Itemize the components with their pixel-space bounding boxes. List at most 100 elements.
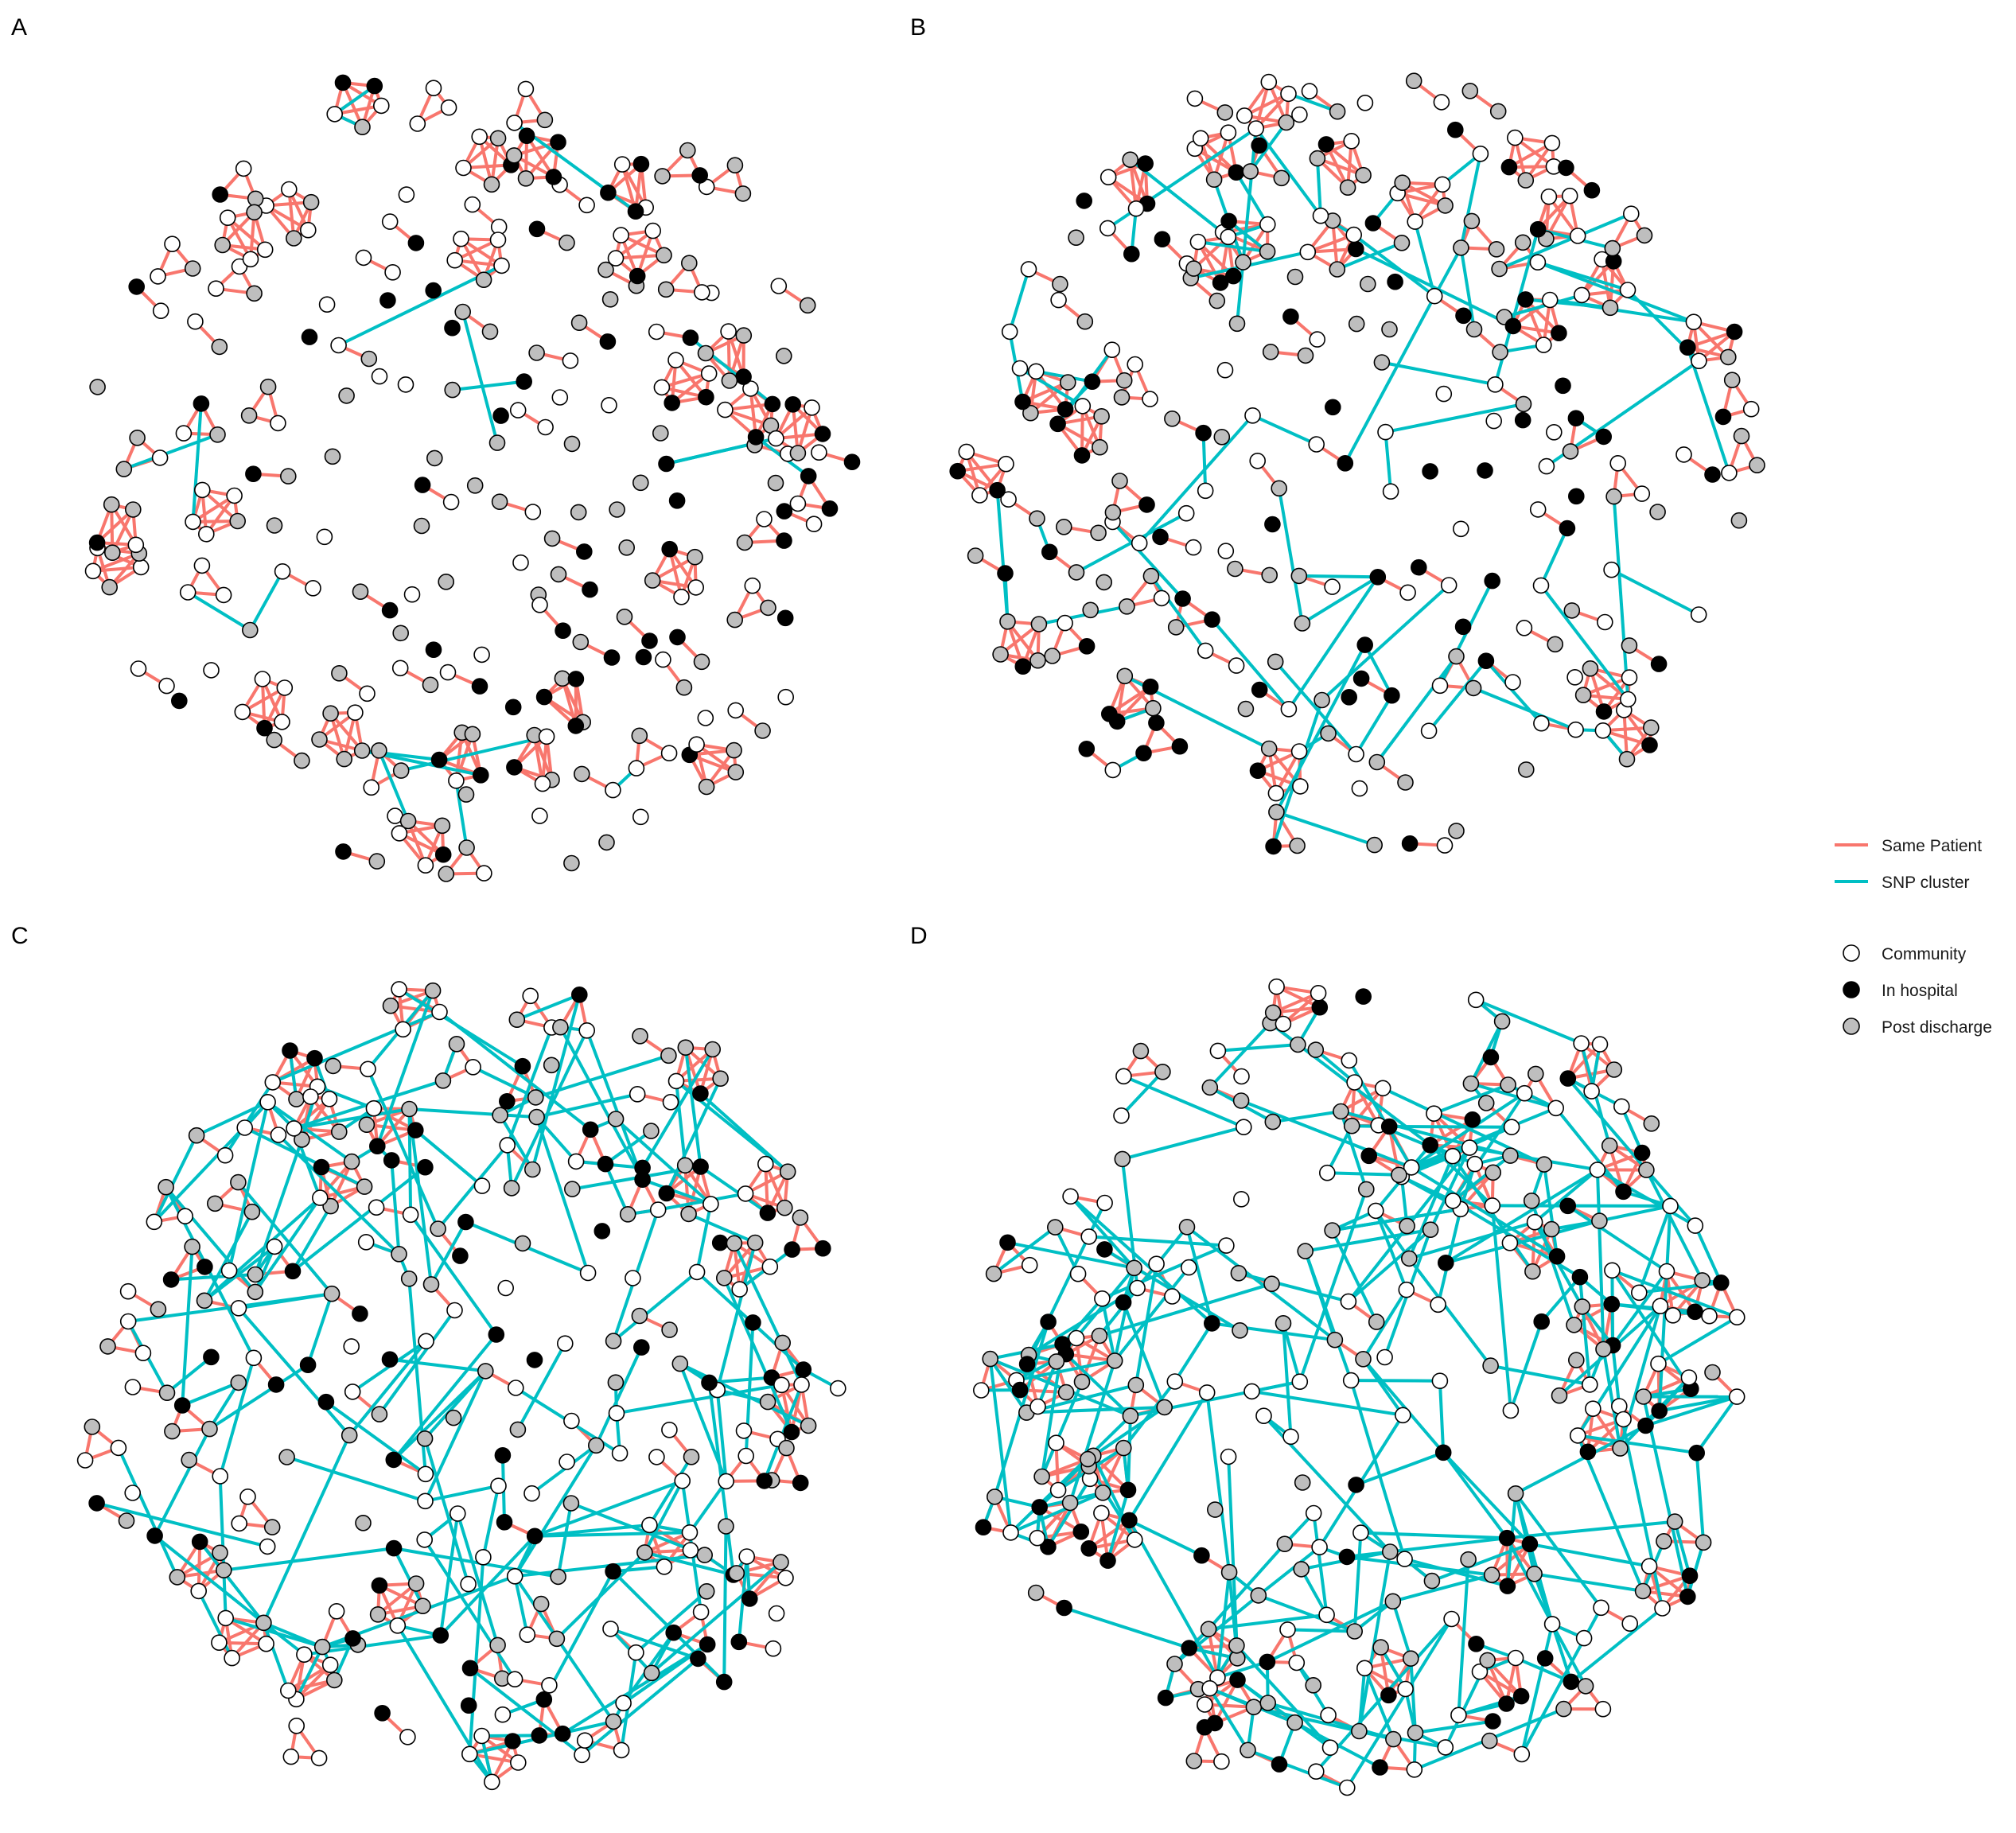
network-node [1583, 1083, 1600, 1099]
network-node [473, 1177, 491, 1194]
network-node [1431, 1372, 1449, 1389]
network-node [258, 1635, 274, 1652]
network-node [1517, 291, 1534, 308]
network-node [231, 1515, 248, 1532]
network-node [1080, 1540, 1097, 1557]
network-node [371, 741, 387, 759]
network-node [1559, 1197, 1576, 1215]
snp-edge [1537, 260, 1695, 324]
network-node [759, 1393, 776, 1411]
network-node [235, 160, 252, 177]
network-node [279, 1682, 297, 1699]
network-node [605, 1333, 622, 1349]
snp-edge [1515, 1656, 1572, 1683]
network-node [1387, 273, 1403, 290]
network-node [270, 414, 286, 432]
network-node [570, 504, 587, 521]
network-node [1145, 699, 1162, 717]
network-node [1078, 740, 1096, 757]
snp-edge [657, 1192, 746, 1212]
network-node [1619, 282, 1637, 298]
snp-edge [1201, 433, 1208, 491]
network-node [765, 1640, 782, 1657]
snp-edge [1251, 414, 1317, 446]
network-node [1635, 1388, 1652, 1405]
snp-edge [1355, 1450, 1444, 1487]
network-node [1382, 1543, 1399, 1560]
network-node [1261, 566, 1278, 584]
network-node [1002, 1524, 1019, 1541]
snp-edge [196, 1100, 269, 1138]
network-node [306, 1049, 323, 1067]
network-node [1084, 373, 1101, 391]
snp-edge [635, 1590, 708, 1654]
network-node [491, 493, 508, 511]
network-node [688, 1263, 706, 1281]
network-node [379, 292, 396, 309]
network-node [267, 1376, 285, 1393]
network-node [446, 251, 464, 269]
network-node [1091, 1327, 1108, 1345]
network-node [1078, 637, 1096, 655]
network-node [1230, 1265, 1247, 1282]
network-node [1218, 1237, 1235, 1254]
snp-edge [1570, 1606, 1664, 1683]
network-node [194, 481, 211, 499]
network-node [1233, 1068, 1250, 1085]
network-node [318, 296, 336, 313]
network-node [1293, 1561, 1310, 1578]
snp-edge [1150, 574, 1207, 652]
network-node [759, 1204, 776, 1221]
network-node [741, 1590, 758, 1607]
network-node [1543, 134, 1561, 152]
network-node [326, 106, 344, 123]
network-node [1044, 648, 1061, 664]
network-node [475, 271, 492, 289]
network-node [1341, 688, 1357, 706]
snp-edge [585, 1029, 644, 1181]
network-node [215, 586, 232, 604]
network-node [104, 544, 121, 562]
network-node [784, 395, 802, 413]
network-node [1217, 543, 1235, 559]
snp-edge [1235, 1644, 1332, 1749]
snp-edge [203, 1197, 321, 1302]
snp-edge [454, 780, 469, 848]
network-node [1299, 243, 1317, 261]
network-node [464, 196, 481, 213]
snp-edge [1274, 660, 1358, 756]
network-node [506, 1671, 523, 1687]
network-node [1348, 1477, 1364, 1493]
snp-edge [513, 1575, 529, 1636]
network-node [368, 1199, 385, 1216]
snp-edge [1473, 687, 1577, 732]
network-node [357, 1234, 375, 1251]
network-node [636, 1544, 653, 1561]
network-node [488, 1326, 505, 1343]
snp-edge [1620, 1105, 1644, 1154]
network-node [1142, 391, 1158, 407]
network-node [1228, 1637, 1245, 1654]
same-patient-edge [1429, 1118, 1473, 1147]
network-node [998, 455, 1014, 473]
network-node [613, 227, 629, 243]
network-node [1384, 687, 1400, 704]
network-node [1352, 1524, 1369, 1541]
network-node [1264, 1113, 1282, 1131]
network-node [632, 808, 649, 826]
network-node [701, 1374, 718, 1391]
network-node [655, 651, 671, 668]
network-node [88, 534, 106, 551]
snp-edge [1352, 1532, 1363, 1632]
network-node [391, 981, 407, 998]
network-node [1119, 1481, 1137, 1499]
snp-edge [238, 1292, 333, 1310]
network-node [795, 1361, 812, 1378]
network-node [1115, 372, 1133, 389]
network-node [201, 1420, 218, 1438]
network-node [531, 596, 548, 613]
snp-edge [400, 734, 547, 773]
network-node [1131, 535, 1148, 552]
snp-edge [1360, 1531, 1508, 1540]
network-node [1290, 567, 1308, 585]
